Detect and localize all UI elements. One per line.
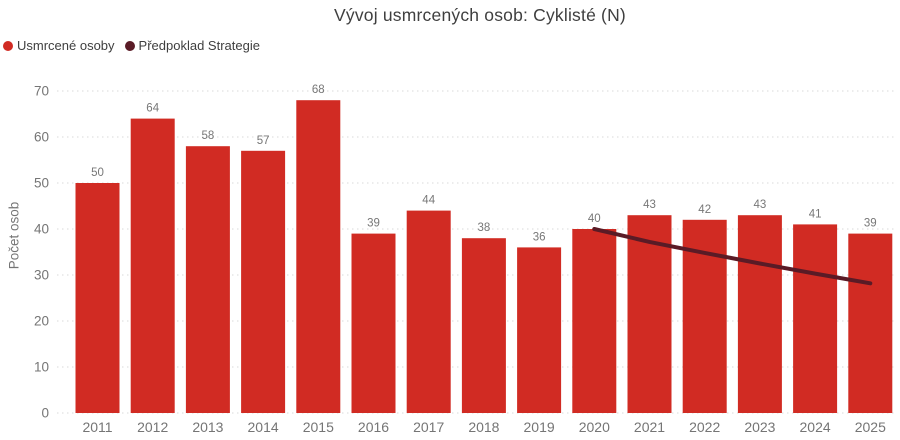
bar-2015[interactable] bbox=[296, 100, 341, 413]
strategy-trend-line[interactable] bbox=[592, 227, 873, 286]
legend-dot-killed-icon bbox=[3, 40, 13, 51]
bar-value-label-2012: 64 bbox=[146, 103, 159, 115]
chart-title: Vývoj usmrcených osob: Cyklisté (N) bbox=[334, 5, 626, 25]
y-tick-label-30: 30 bbox=[34, 268, 49, 283]
x-axis-label-2012: 2012 bbox=[137, 419, 168, 435]
x-axis-label-2017: 2017 bbox=[413, 419, 444, 435]
x-axis-label-2023: 2023 bbox=[744, 419, 775, 435]
y-tick-label-60: 60 bbox=[34, 130, 49, 145]
bar-value-label-2022: 42 bbox=[698, 204, 711, 216]
bar-2025[interactable] bbox=[848, 233, 893, 413]
bar-value-label-2015: 68 bbox=[312, 84, 325, 96]
legend-label-strategy: Předpoklad Strategie bbox=[138, 38, 260, 53]
bar-value-label-2021: 43 bbox=[643, 199, 656, 211]
bar-value-label-2011: 50 bbox=[91, 167, 104, 179]
bar-2012[interactable] bbox=[130, 118, 175, 413]
y-tick-label-20: 20 bbox=[34, 314, 49, 329]
bar-2021[interactable] bbox=[627, 215, 672, 413]
x-axis-label-2018: 2018 bbox=[468, 419, 499, 435]
bar-2011[interactable] bbox=[75, 183, 120, 413]
bar-2023[interactable] bbox=[737, 215, 782, 413]
bar-value-label-2013: 58 bbox=[202, 130, 215, 142]
y-tick-label-50: 50 bbox=[34, 176, 49, 191]
x-axis-label-2014: 2014 bbox=[248, 419, 279, 435]
x-axis-label-2015: 2015 bbox=[303, 419, 334, 435]
legend-item-usmrcene-osoby[interactable]: Usmrcené osoby bbox=[3, 38, 115, 53]
y-tick-label-40: 40 bbox=[34, 222, 49, 237]
x-axis-label-2022: 2022 bbox=[689, 419, 720, 435]
x-axis-label-2011: 2011 bbox=[82, 419, 112, 435]
x-axis-label-2025: 2025 bbox=[855, 419, 886, 435]
bar-2019[interactable] bbox=[517, 247, 562, 413]
bar-2016[interactable] bbox=[351, 233, 396, 413]
bar-2024[interactable] bbox=[793, 224, 838, 413]
legend-label-killed: Usmrcené osoby bbox=[17, 38, 115, 53]
bar-value-label-2020: 40 bbox=[588, 213, 601, 225]
y-axis-title: Počet osob bbox=[6, 201, 22, 270]
x-axis-label-2021: 2021 bbox=[634, 419, 665, 435]
legend-dot-strategy-icon bbox=[124, 40, 135, 51]
bar-value-label-2018: 38 bbox=[478, 222, 491, 234]
bar-2018[interactable] bbox=[461, 238, 506, 413]
bar-value-label-2019: 36 bbox=[533, 231, 546, 243]
x-axis-label-2020: 2020 bbox=[579, 419, 610, 435]
bar-2014[interactable] bbox=[241, 150, 286, 414]
legend: Usmrcené osoby Předpoklad Strategie bbox=[3, 38, 260, 53]
bar-value-label-2024: 41 bbox=[809, 208, 822, 220]
bar-value-label-2016: 39 bbox=[367, 218, 380, 230]
bar-2020[interactable] bbox=[572, 229, 617, 413]
bar-2013[interactable] bbox=[185, 146, 230, 413]
bar-value-label-2014: 57 bbox=[257, 135, 270, 147]
bar-value-label-2017: 44 bbox=[422, 195, 435, 207]
y-tick-label-70: 70 bbox=[34, 84, 49, 99]
x-axis-label-2016: 2016 bbox=[358, 419, 389, 435]
x-axis-label-2013: 2013 bbox=[192, 419, 223, 435]
bar-2017[interactable] bbox=[406, 210, 451, 413]
legend-item-predpoklad-strategie[interactable]: Předpoklad Strategie bbox=[124, 38, 260, 53]
x-axis-label-2024: 2024 bbox=[800, 419, 831, 435]
bar-value-label-2025: 39 bbox=[864, 218, 877, 230]
y-tick-label-0: 0 bbox=[41, 406, 49, 421]
x-axis-label-2019: 2019 bbox=[524, 419, 555, 435]
bar-value-label-2023: 43 bbox=[754, 199, 767, 211]
y-tick-label-10: 10 bbox=[34, 360, 49, 375]
